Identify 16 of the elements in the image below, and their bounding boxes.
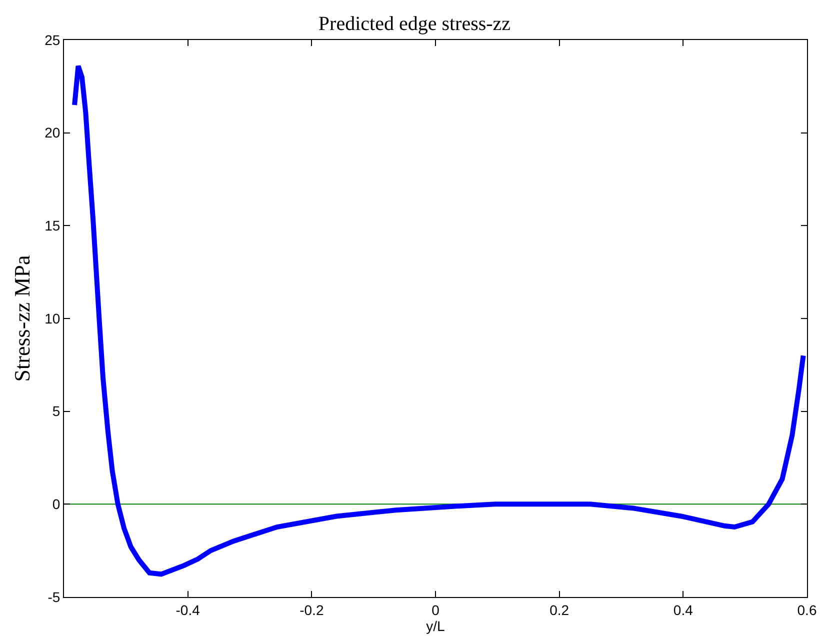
x-axis-title: y/L (426, 618, 446, 634)
chart-title: Predicted edge stress-zz (318, 13, 511, 36)
x-tick-label: -0.4 (176, 602, 200, 618)
y-axis-title: Stress-zz MPa (9, 255, 34, 382)
x-tick-label: 0 (432, 602, 440, 618)
y-tick-label: 20 (44, 124, 60, 141)
x-tick-label: -0.2 (300, 602, 324, 618)
y-tick-label: 5 (52, 403, 60, 420)
y-tick-label: -5 (48, 588, 60, 605)
x-tick-label: 0.4 (673, 602, 694, 618)
x-tick-label: 0.2 (550, 602, 570, 618)
y-tick-label: 10 (44, 310, 60, 326)
y-tick-label: 15 (44, 218, 60, 234)
y-tick-label: 25 (44, 32, 60, 48)
y-tick-label: 0 (52, 496, 60, 512)
x-tick-label: 0.6 (797, 602, 817, 618)
